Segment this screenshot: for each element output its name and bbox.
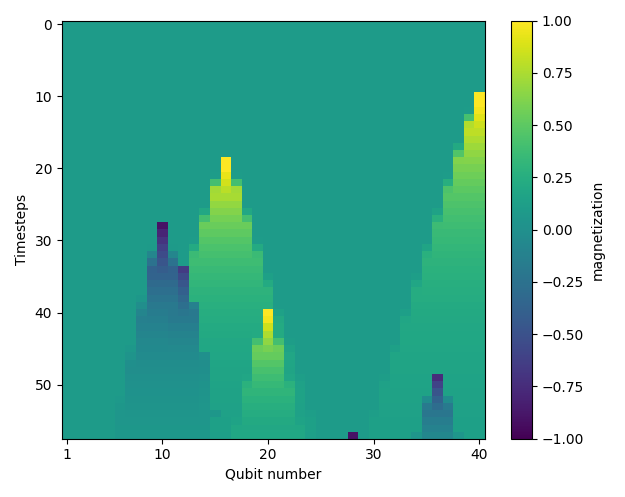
- Y-axis label: Timesteps: Timesteps: [15, 194, 29, 265]
- Y-axis label: magnetization: magnetization: [591, 179, 605, 280]
- X-axis label: Qubit number: Qubit number: [225, 468, 321, 482]
